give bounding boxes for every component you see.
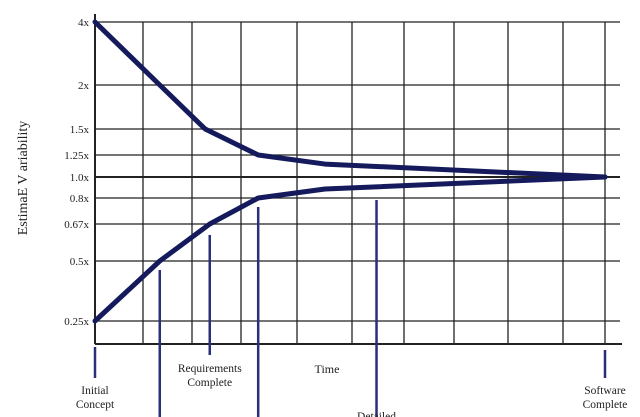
y-tick-label: 2x — [78, 80, 90, 92]
y-tick-label: 1.5x — [70, 124, 90, 136]
y-tick-label: 0.8x — [70, 193, 90, 205]
x-axis-label: Time — [315, 362, 340, 376]
lower-bound-line — [92, 174, 608, 324]
y-tick-labels: 4x 2x 1.5x 1.25x 1.0x 0.8x 0.67x 0.5x 0.25x — [64, 17, 89, 328]
upper-bound-line — [92, 19, 608, 180]
series-lines — [92, 19, 608, 324]
y-tick-label: 1.25x — [64, 150, 89, 162]
y-tick-label: 1.0x — [70, 172, 90, 184]
y-tick-label: 0.5x — [70, 256, 90, 268]
milestone-label: Concept — [76, 399, 115, 411]
milestone-label: Initial — [81, 385, 108, 397]
y-tick-label: 0.25x — [64, 316, 89, 328]
y-tick-label: 4x — [78, 17, 90, 29]
milestone-label: Complete — [583, 399, 628, 411]
milestone-label: Detailed — [357, 411, 396, 417]
grid — [94, 14, 622, 345]
milestone-markers: Initial Concept Requirements Complete Detail… — [76, 200, 628, 417]
y-axis-label: EstimaE V ariability — [16, 121, 31, 236]
y-tick-label: 0.67x — [64, 219, 89, 231]
milestone-label: Software — [584, 385, 626, 397]
milestone-label: Complete — [187, 377, 232, 389]
milestone-label: Requirements — [178, 363, 242, 375]
